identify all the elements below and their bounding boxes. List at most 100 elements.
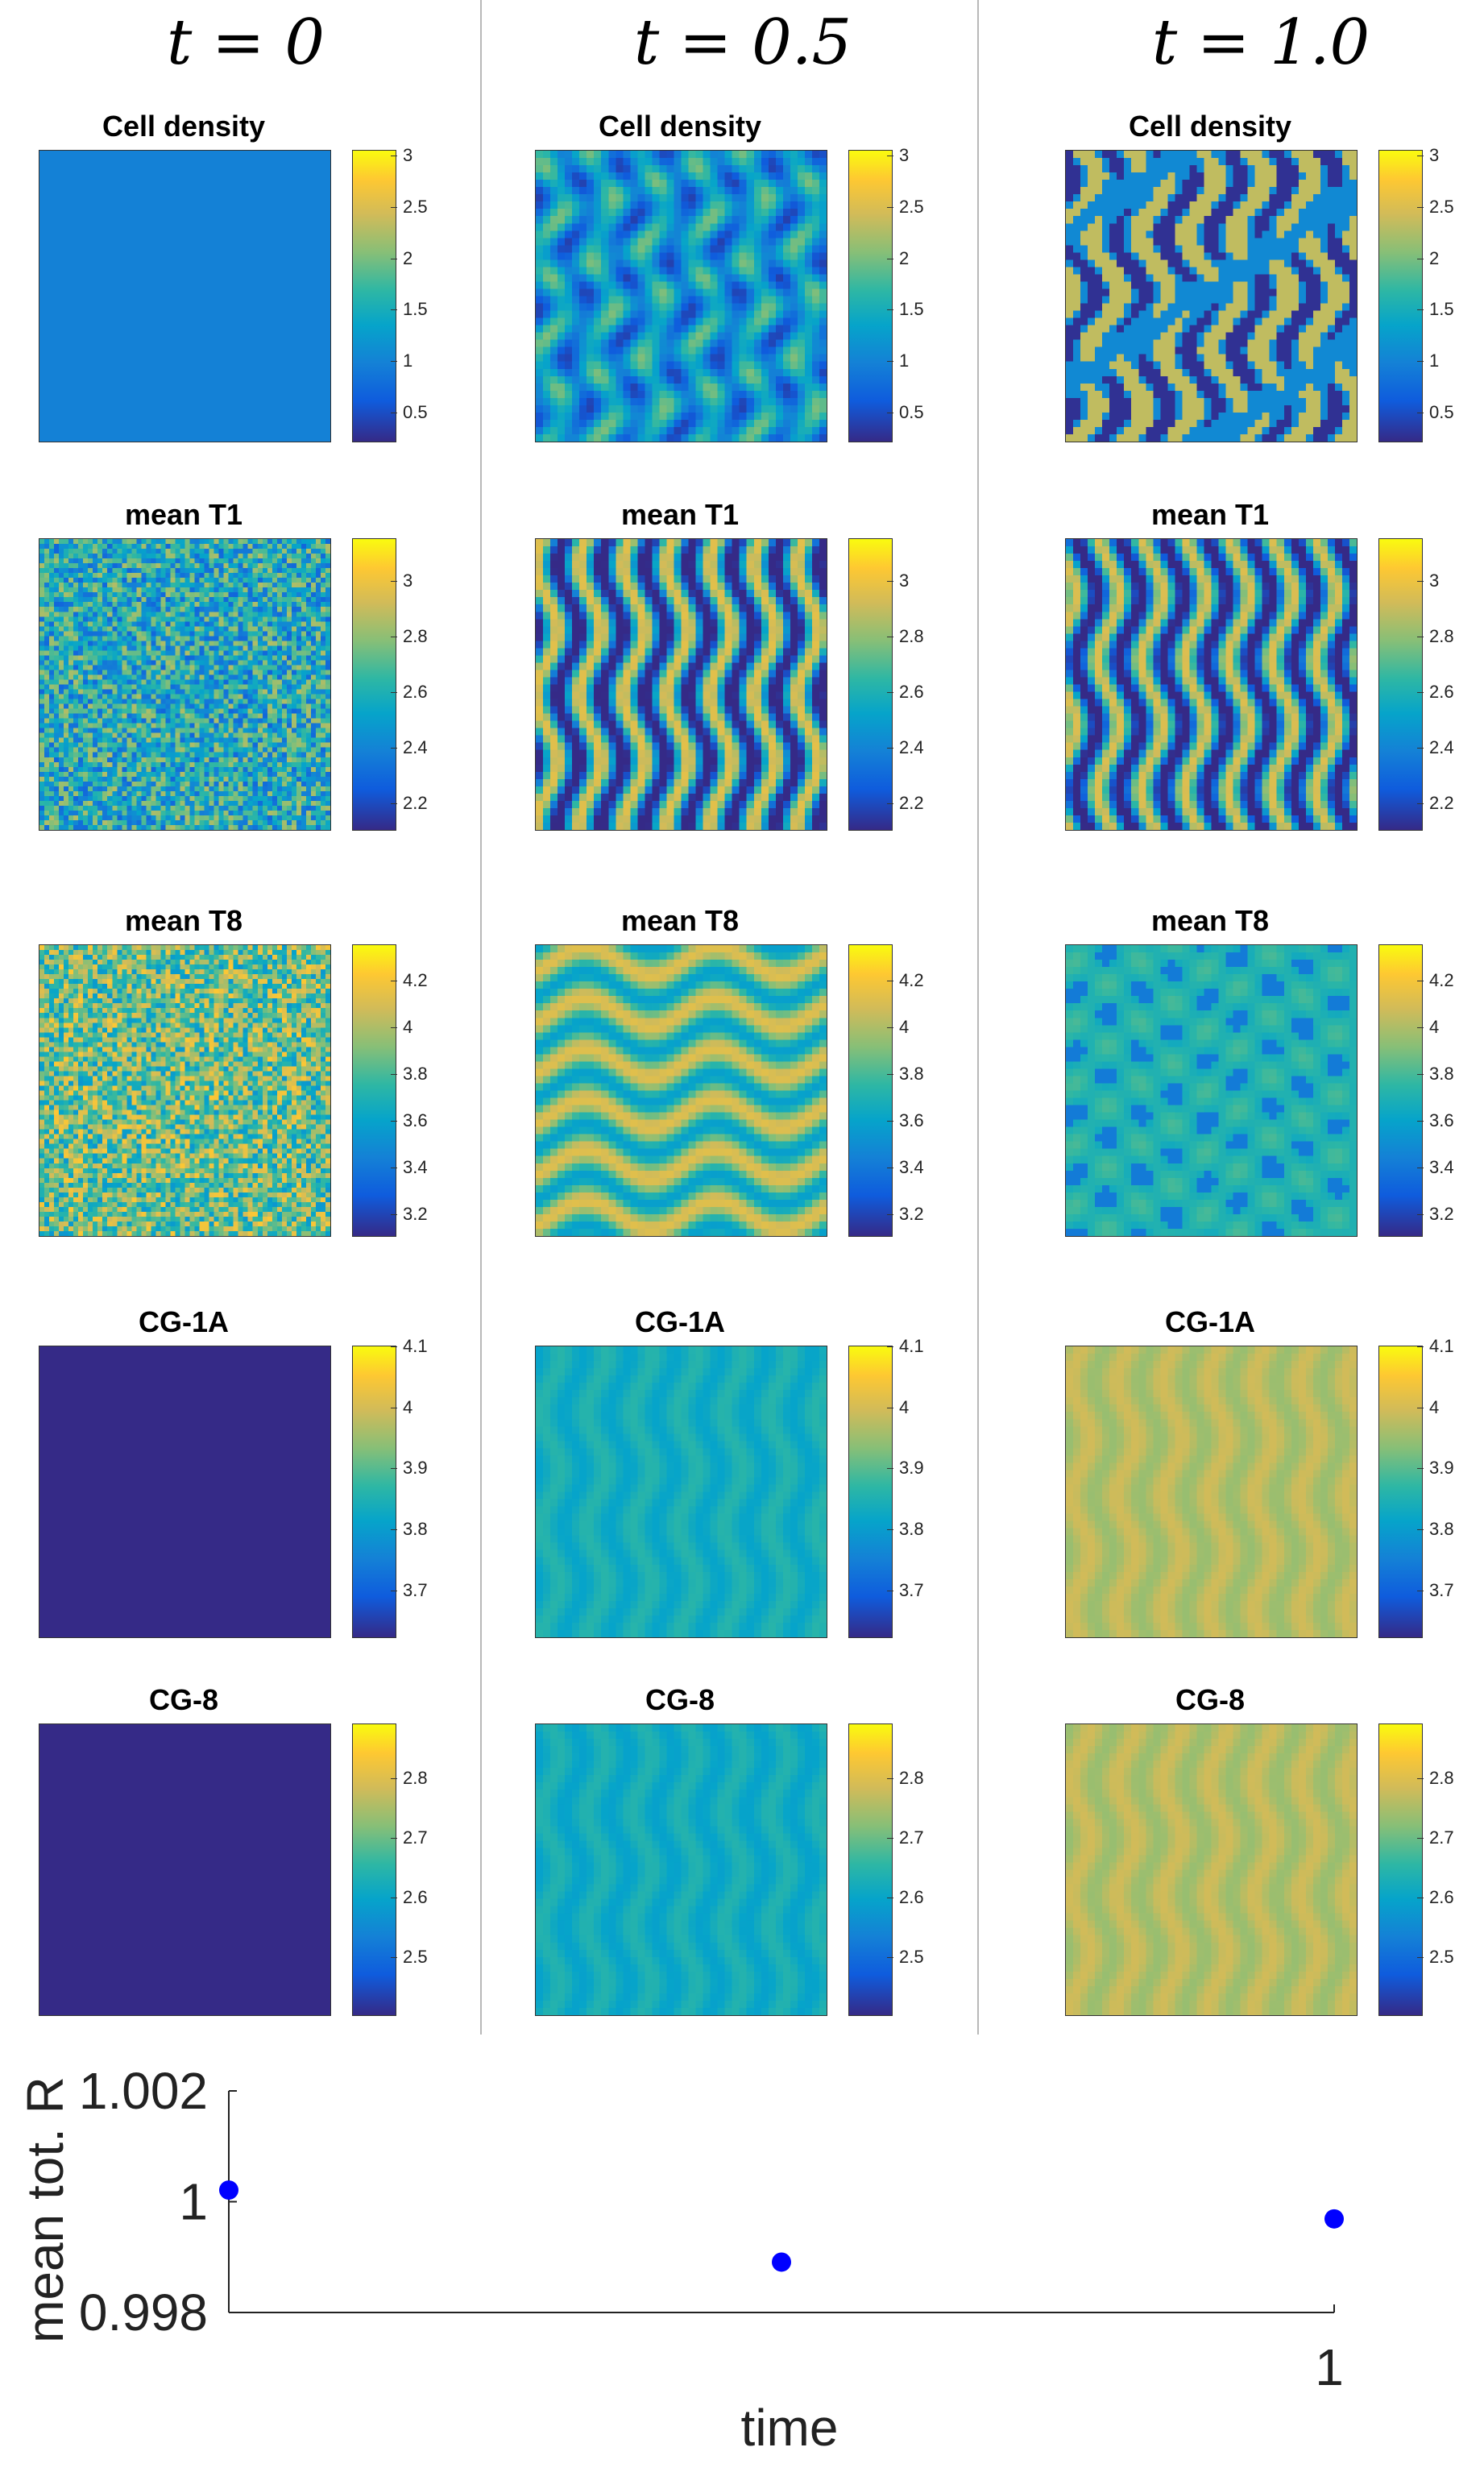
colorbar-tick-label: 3.8 (899, 1519, 924, 1540)
colorbar-tick (887, 1957, 893, 1958)
colorbar-tick-label: 4 (1429, 1017, 1439, 1038)
colorbar-tick (1417, 309, 1424, 310)
colorbar-tick (391, 1214, 397, 1215)
colorbar-tick-label: 3.9 (403, 1458, 428, 1479)
colorbar-tick-label: 3.7 (899, 1580, 924, 1601)
colorbar-tick-label: 0.5 (403, 402, 428, 423)
colorbar-tick-label: 2.2 (403, 793, 428, 814)
panel-title: mean T1 (1065, 498, 1355, 532)
colorbar-tick-label: 2.8 (899, 1768, 924, 1789)
y-tick-label: 1 (179, 2173, 208, 2231)
colorbar-tick (391, 748, 397, 749)
colorbar-tick (391, 1027, 397, 1028)
heatmap (39, 150, 331, 442)
colorbar-tick-label: 3 (403, 145, 412, 166)
colorbar-tick-label: 0.5 (1429, 402, 1454, 423)
colorbar-tick (887, 1468, 893, 1469)
panel-title: mean T1 (39, 498, 329, 532)
colorbar-tick-label: 3.4 (1429, 1157, 1454, 1178)
heatmap (39, 944, 331, 1237)
colorbar-tick (391, 1074, 397, 1075)
colorbar-tick (391, 361, 397, 362)
colorbar-tick-label: 1 (899, 350, 909, 371)
colorbar-tick (887, 309, 893, 310)
colorbar-tick-label: 3.2 (1429, 1204, 1454, 1225)
heatmap (1065, 1346, 1358, 1638)
colorbar-tick (887, 1529, 893, 1530)
colorbar-tick-label: 3 (1429, 570, 1439, 591)
colorbar-tick-label: 2.6 (403, 682, 428, 703)
colorbar-tick-label: 3.2 (403, 1204, 428, 1225)
colorbar-tick-label: 4 (899, 1397, 909, 1418)
colorbar-tick-label: 3.7 (403, 1580, 428, 1601)
y-tick-label: 1.002 (79, 2062, 208, 2120)
colorbar-tick (887, 1214, 893, 1215)
colorbar-tick (887, 1778, 893, 1779)
colorbar-tick (1417, 803, 1424, 804)
heatmap (1065, 944, 1358, 1237)
colorbar-tick (391, 581, 397, 582)
panel-title: CG-1A (535, 1305, 825, 1339)
colorbar-tick (391, 1957, 397, 1958)
panel-title: Cell density (39, 110, 329, 143)
colorbar-tick (887, 207, 893, 208)
colorbar-tick-label: 2.8 (1429, 626, 1454, 647)
colorbar-tick (1417, 581, 1424, 582)
column-divider (977, 0, 979, 2035)
y-tick-label: 0.998 (79, 2283, 208, 2341)
colorbar-tick (391, 1778, 397, 1779)
colorbar-tick-label: 2.4 (403, 737, 428, 758)
colorbar-tick (1417, 207, 1424, 208)
heatmap (39, 1723, 331, 2016)
colorbar-tick-label: 2.4 (899, 737, 924, 758)
colorbar-tick (887, 1027, 893, 1028)
colorbar-tick (1417, 1778, 1424, 1779)
colorbar-tick-label: 2.7 (899, 1827, 924, 1848)
panel-title: CG-1A (39, 1305, 329, 1339)
colorbar-tick-label: 3.8 (1429, 1519, 1454, 1540)
heatmap (535, 1346, 827, 1638)
colorbar-tick-label: 2 (899, 248, 909, 269)
colorbar-tick-label: 2.5 (1429, 1947, 1454, 1968)
colorbar-tick (1417, 1957, 1424, 1958)
colorbar-tick-label: 3 (899, 145, 909, 166)
colorbar-tick (887, 803, 893, 804)
colorbar-tick-label: 3 (403, 570, 412, 591)
panel-title: mean T8 (39, 904, 329, 938)
colorbar-tick-label: 4.1 (899, 1336, 924, 1357)
panel-title: mean T8 (535, 904, 825, 938)
colorbar-tick (1417, 1468, 1424, 1469)
colorbar-tick-label: 4 (899, 1017, 909, 1038)
colorbar-tick (1417, 1529, 1424, 1530)
colorbar-tick (1417, 1121, 1424, 1122)
colorbar-tick-label: 3.4 (403, 1157, 428, 1178)
heatmap (535, 538, 827, 831)
colorbar-tick (391, 1529, 397, 1530)
heatmap (1065, 150, 1358, 442)
heatmap (1065, 1723, 1358, 2016)
x-tick-label: 1 (1315, 2338, 1344, 2396)
colorbar-tick-label: 1.5 (403, 299, 428, 320)
colorbar-tick-label: 3 (899, 570, 909, 591)
colorbar-tick-label: 4.2 (899, 970, 924, 991)
colorbar-tick-label: 0.5 (899, 402, 924, 423)
colorbar-tick-label: 4.2 (403, 970, 428, 991)
colorbar-tick (887, 1121, 893, 1122)
colorbar-tick-label: 4 (403, 1397, 412, 1418)
data-point (1324, 2209, 1344, 2229)
colorbar-tick-label: 4.1 (1429, 1336, 1454, 1357)
colorbar-tick-label: 2.8 (899, 626, 924, 647)
colorbar-tick-label: 2.6 (1429, 682, 1454, 703)
colorbar-tick-label: 1.5 (899, 299, 924, 320)
